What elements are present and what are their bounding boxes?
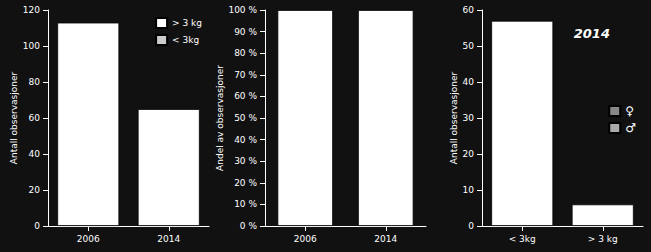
svg-text:60: 60 — [29, 113, 41, 123]
svg-text:20 %: 20 % — [234, 178, 257, 188]
svg-text:30: 30 — [463, 113, 475, 123]
svg-text:30 %: 30 % — [234, 156, 257, 166]
svg-text:0 %: 0 % — [240, 221, 258, 231]
svg-text:120: 120 — [23, 5, 40, 15]
svg-text:< 3kg: < 3kg — [172, 35, 199, 45]
svg-text:80: 80 — [29, 77, 41, 87]
svg-text:2014: 2014 — [157, 234, 180, 244]
svg-text:0: 0 — [468, 221, 474, 231]
svg-text:60: 60 — [463, 5, 475, 15]
svg-text:0: 0 — [34, 221, 40, 231]
svg-text:40: 40 — [463, 77, 475, 87]
svg-text:90 %: 90 % — [234, 27, 257, 37]
svg-text:10 %: 10 % — [234, 199, 257, 209]
svg-text:Andel av observasjoner: Andel av observasjoner — [215, 65, 225, 171]
svg-text:80 %: 80 % — [234, 48, 257, 58]
svg-text:20: 20 — [463, 149, 475, 159]
svg-text:< 3kg: < 3kg — [509, 234, 536, 244]
svg-text:♀: ♀ — [625, 104, 634, 118]
svg-text:2014: 2014 — [574, 26, 610, 41]
svg-text:2014: 2014 — [374, 234, 397, 244]
svg-text:Antall observasjoner: Antall observasjoner — [449, 72, 459, 165]
svg-text:50: 50 — [463, 41, 475, 51]
svg-text:100: 100 — [23, 41, 40, 51]
svg-text:20: 20 — [29, 185, 41, 195]
svg-text:♂: ♂ — [625, 121, 636, 135]
svg-text:40: 40 — [29, 149, 41, 159]
svg-text:10: 10 — [463, 185, 475, 195]
svg-text:2006: 2006 — [77, 234, 100, 244]
svg-text:40 %: 40 % — [234, 135, 257, 145]
svg-text:50 %: 50 % — [234, 113, 257, 123]
svg-text:2006: 2006 — [294, 234, 317, 244]
svg-text:> 3 kg: > 3 kg — [588, 234, 618, 244]
svg-text:60 %: 60 % — [234, 91, 257, 101]
svg-text:> 3 kg: > 3 kg — [172, 18, 202, 28]
svg-text:100 %: 100 % — [228, 5, 257, 15]
svg-text:Antall observasjoner: Antall observasjoner — [9, 72, 19, 165]
svg-text:70 %: 70 % — [234, 70, 257, 80]
